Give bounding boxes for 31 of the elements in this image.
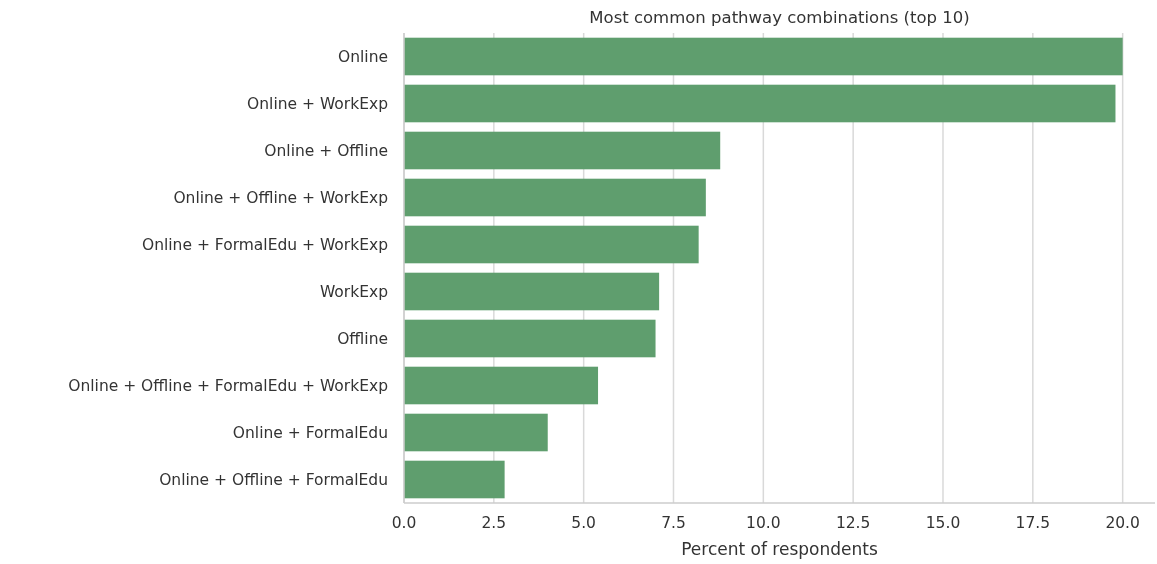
x-tick-label: 15.0 <box>925 514 961 532</box>
bar <box>404 131 721 170</box>
y-tick-label: Online + FormalEdu + WorkExp <box>141 235 388 254</box>
y-tick-label: WorkExp <box>319 282 388 301</box>
y-tick-label: Online + WorkExp <box>247 94 388 113</box>
y-tick-label: Online + Offline + FormalEdu + WorkExp <box>68 376 388 395</box>
bar <box>404 225 699 264</box>
x-tick-label: 20.0 <box>1105 514 1140 532</box>
bar <box>404 37 1123 76</box>
x-tick-label: 7.5 <box>661 514 686 532</box>
y-tick-label: Offline <box>337 329 388 348</box>
bar <box>404 366 599 405</box>
x-tick-label: 0.0 <box>391 514 417 532</box>
x-axis-title: Percent of respondents <box>681 539 878 559</box>
y-tick-label: Online + Offline + WorkExp <box>173 188 388 207</box>
x-tick-label: 2.5 <box>481 514 507 532</box>
bar <box>404 319 656 358</box>
y-tick-label: Online + FormalEdu <box>232 423 388 442</box>
bar <box>404 413 548 452</box>
bar <box>404 272 660 311</box>
chart-title: Most common pathway combinations (top 10) <box>589 8 970 27</box>
x-tick-label: 17.5 <box>1015 514 1051 532</box>
x-tick-label: 12.5 <box>835 514 871 532</box>
x-tick-label: 10.0 <box>746 514 781 532</box>
bar <box>404 84 1116 123</box>
bar <box>404 460 505 499</box>
y-tick-label: Online + Offline <box>264 141 388 160</box>
y-tick-label: Online <box>338 47 388 66</box>
bar <box>404 178 706 217</box>
y-tick-label: Online + Offline + FormalEdu <box>159 470 388 489</box>
x-tick-label: 5.0 <box>571 514 596 532</box>
